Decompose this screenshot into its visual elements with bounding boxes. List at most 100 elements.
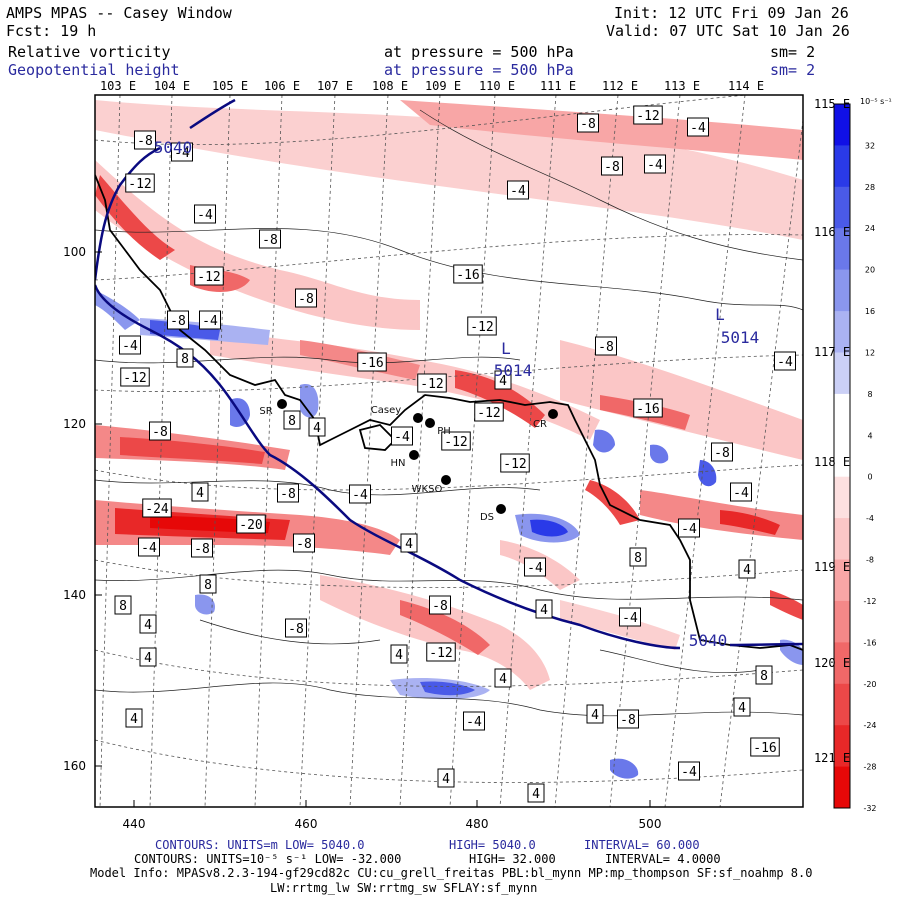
contour-label: -4 bbox=[730, 482, 752, 502]
lon-label: 104 E bbox=[154, 79, 190, 93]
low-marker: L bbox=[501, 339, 511, 358]
svg-text:4: 4 bbox=[738, 701, 746, 716]
colorbar-swatch bbox=[834, 352, 850, 395]
colorbar-tick-label: 8 bbox=[867, 390, 872, 399]
contour-label: -4 bbox=[194, 204, 216, 224]
svg-text:-4: -4 bbox=[622, 611, 638, 626]
forecast-hour: Fcst: 19 h bbox=[6, 22, 97, 40]
contour-label: 4 bbox=[733, 697, 751, 717]
svg-text:-16: -16 bbox=[456, 268, 479, 283]
svg-text:-4: -4 bbox=[202, 314, 218, 329]
lat-label: 115 E bbox=[814, 97, 850, 111]
colorbar-swatch bbox=[834, 228, 850, 271]
contour-label: -12 bbox=[194, 266, 224, 286]
x-tick-label: 500 bbox=[639, 817, 662, 831]
svg-text:4: 4 bbox=[313, 421, 321, 436]
svg-text:4: 4 bbox=[442, 772, 450, 787]
low-marker: L bbox=[715, 305, 725, 324]
svg-text:-8: -8 bbox=[296, 537, 312, 552]
colorbar-swatch bbox=[834, 600, 850, 643]
station-label: DS bbox=[480, 512, 494, 523]
lat-label: 117 E bbox=[814, 345, 850, 359]
contour-label: 4 bbox=[738, 559, 756, 579]
contour-label: -12 bbox=[125, 173, 155, 193]
lon-label: 105 E bbox=[212, 79, 248, 93]
colorbar-tick-label: 4 bbox=[867, 431, 872, 440]
colorbar-swatch bbox=[834, 642, 850, 685]
contour-label: 4 bbox=[437, 768, 455, 788]
colorbar-tick-label: -24 bbox=[863, 721, 876, 730]
colorbar-tick-label: -28 bbox=[863, 763, 876, 772]
contour-label: -12 bbox=[426, 642, 456, 662]
svg-text:-20: -20 bbox=[239, 518, 262, 533]
station-dot-casey bbox=[413, 413, 423, 423]
colorbar-swatch bbox=[834, 683, 850, 726]
lon-label: 111 E bbox=[540, 79, 576, 93]
svg-text:-16: -16 bbox=[360, 356, 383, 371]
svg-text:4: 4 bbox=[405, 537, 413, 552]
station-markers bbox=[277, 399, 558, 514]
height-label: 5040 bbox=[154, 138, 193, 157]
svg-text:8: 8 bbox=[760, 669, 768, 684]
station-label: Casey bbox=[371, 405, 401, 416]
svg-text:-8: -8 bbox=[262, 233, 278, 248]
svg-text:-4: -4 bbox=[647, 158, 663, 173]
svg-text:-8: -8 bbox=[298, 292, 314, 307]
svg-text:-4: -4 bbox=[197, 208, 213, 223]
lat-label: 119 E bbox=[814, 560, 850, 574]
svg-text:-4: -4 bbox=[690, 121, 706, 136]
contour-label: -4 bbox=[524, 557, 546, 577]
svg-text:-12: -12 bbox=[123, 371, 146, 386]
colorbar-tick-label: -20 bbox=[863, 680, 876, 689]
vorticity-contours bbox=[95, 109, 803, 717]
colorbar-tick-label: 24 bbox=[865, 224, 875, 233]
lon-label: 110 E bbox=[479, 79, 515, 93]
colorbar-swatch bbox=[834, 559, 850, 602]
contour-label: -12 bbox=[633, 105, 663, 125]
svg-text:-16: -16 bbox=[753, 741, 776, 756]
svg-text:-12: -12 bbox=[197, 270, 220, 285]
contour-label: -4 bbox=[171, 142, 193, 162]
svg-text:-4: -4 bbox=[141, 541, 157, 556]
contour-label: 8 bbox=[283, 410, 301, 430]
svg-text:-4: -4 bbox=[122, 339, 138, 354]
colorbar-tick-label: 20 bbox=[865, 266, 875, 275]
colorbar-units: 10⁻⁵ s⁻¹ bbox=[860, 97, 892, 106]
contour-label: -16 bbox=[357, 352, 387, 372]
lon-label: 109 E bbox=[425, 79, 461, 93]
contour-label: 4 bbox=[125, 708, 143, 728]
contour-label: 8 bbox=[755, 665, 773, 685]
colorbar-swatch bbox=[834, 435, 850, 478]
x-tick-label: 440 bbox=[123, 817, 146, 831]
y-tick-label: 160 bbox=[63, 759, 86, 773]
field1-level: at pressure = 500 hPa bbox=[384, 43, 574, 61]
svg-text:8: 8 bbox=[204, 578, 212, 593]
contour-label: -8 bbox=[149, 421, 171, 441]
svg-text:-8: -8 bbox=[137, 134, 153, 149]
contour-label: -4 bbox=[349, 484, 371, 504]
colorbar-tick-label: -8 bbox=[866, 556, 874, 565]
station-label: WKSO bbox=[412, 484, 443, 495]
contour-label: 4 bbox=[139, 647, 157, 667]
contour-label: -4 bbox=[119, 335, 141, 355]
contour-label: -4 bbox=[507, 180, 529, 200]
colorbar-swatch bbox=[834, 476, 850, 519]
colorbar-swatch bbox=[834, 518, 850, 560]
lon-label: 103 E bbox=[100, 79, 136, 93]
height-contour-high: HIGH= 5040.0 bbox=[449, 838, 536, 852]
svg-text:-12: -12 bbox=[429, 646, 452, 661]
svg-text:-8: -8 bbox=[620, 713, 636, 728]
lon-label: 108 E bbox=[372, 79, 408, 93]
contour-label: 4 bbox=[191, 482, 209, 502]
y-tick-label: 120 bbox=[63, 417, 86, 431]
model-physics: LW:rrtmg_lw SW:rrtmg_sw SFLAY:sf_mynn bbox=[270, 881, 538, 895]
y-tick-label: 100 bbox=[63, 245, 86, 259]
contour-label: -8 bbox=[134, 130, 156, 150]
height-label: 5014 bbox=[494, 361, 533, 380]
vorticity-contour-high: HIGH= 32.000 bbox=[469, 852, 556, 866]
colorbar-swatch bbox=[834, 104, 850, 146]
contour-label: -4 bbox=[774, 351, 796, 371]
contour-label: -8 bbox=[595, 336, 617, 356]
contour-label: -4 bbox=[138, 537, 160, 557]
contour-label: -16 bbox=[453, 264, 483, 284]
